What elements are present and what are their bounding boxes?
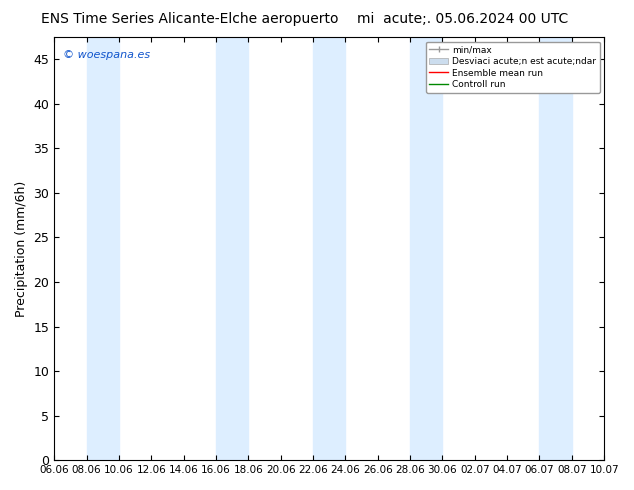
Y-axis label: Precipitation (mm/6h): Precipitation (mm/6h) — [15, 180, 28, 317]
Bar — [87, 37, 119, 460]
Bar — [313, 37, 346, 460]
Text: © woespana.es: © woespana.es — [63, 50, 150, 60]
Text: ENS Time Series Alicante-Elche aeropuerto: ENS Time Series Alicante-Elche aeropuert… — [41, 12, 339, 26]
Bar — [540, 37, 572, 460]
Bar — [410, 37, 443, 460]
Legend: min/max, Desviaci acute;n est acute;ndar, Ensemble mean run, Controll run: min/max, Desviaci acute;n est acute;ndar… — [426, 42, 600, 93]
Bar — [216, 37, 249, 460]
Text: mi  acute;. 05.06.2024 00 UTC: mi acute;. 05.06.2024 00 UTC — [357, 12, 569, 26]
